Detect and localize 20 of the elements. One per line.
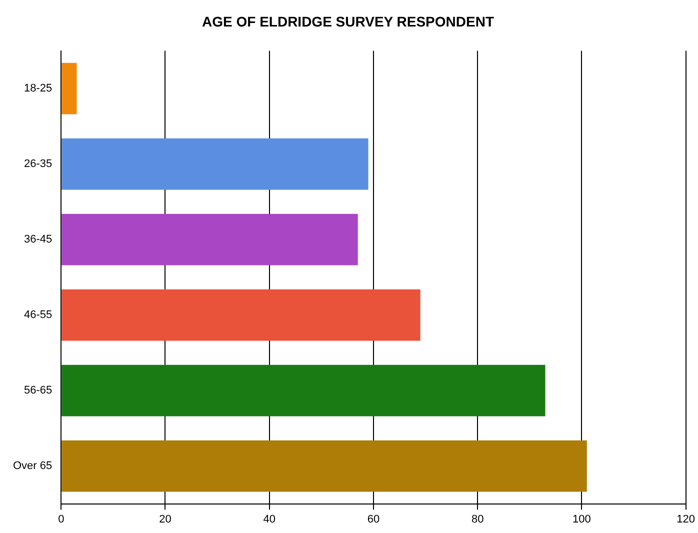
bar xyxy=(62,214,358,266)
y-tick-label: 56-65 xyxy=(24,384,52,397)
y-tick-label: Over 65 xyxy=(12,460,52,472)
bar xyxy=(62,289,420,341)
bar xyxy=(62,440,587,492)
bar xyxy=(62,364,546,416)
bar xyxy=(62,138,368,190)
y-tick-label: 46-55 xyxy=(24,309,52,322)
y-tick-label: 18-25 xyxy=(24,82,52,95)
x-tick-label: 80 xyxy=(471,513,484,526)
x-tick-label: 120 xyxy=(676,513,696,526)
y-tick-label: 36-45 xyxy=(24,234,52,246)
chart-title: AGE OF ELDRIDGE SURVEY RESPONDENT xyxy=(202,13,494,30)
x-tick-label: 0 xyxy=(58,513,64,526)
x-tick-label: 20 xyxy=(159,513,172,526)
x-tick-label: 60 xyxy=(367,513,380,526)
bar xyxy=(62,62,77,114)
x-tick-label: 100 xyxy=(572,513,591,526)
y-tick-label: 26-35 xyxy=(24,158,52,170)
x-tick-label: 40 xyxy=(263,513,276,526)
